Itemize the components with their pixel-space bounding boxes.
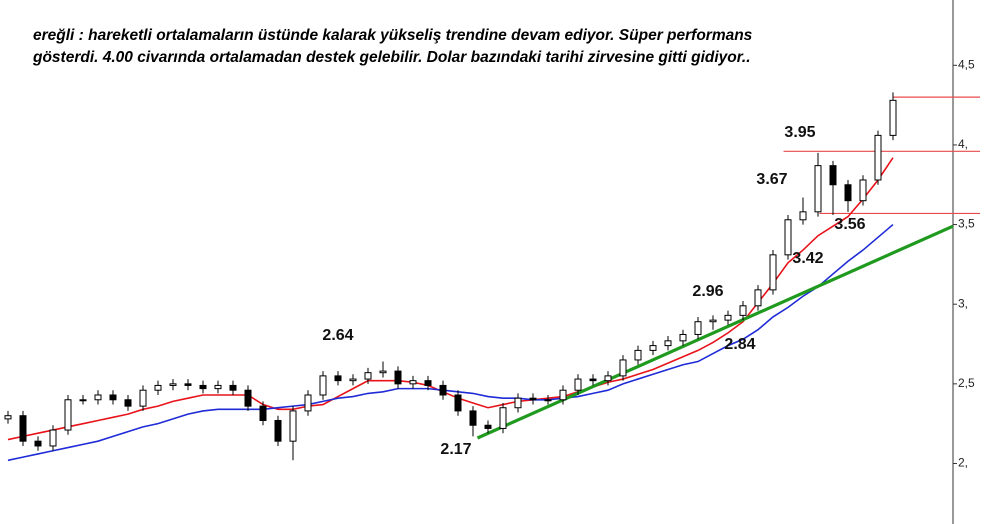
candle-body bbox=[334, 375, 342, 382]
candle-body bbox=[514, 397, 522, 409]
candle-body bbox=[574, 378, 582, 391]
annotation: 2.64 bbox=[322, 327, 353, 344]
candle-body bbox=[124, 399, 132, 407]
candle-body bbox=[109, 394, 117, 401]
y-tick-label: 3,5 bbox=[958, 217, 975, 231]
candle-body bbox=[874, 134, 882, 181]
candle-body bbox=[499, 407, 507, 429]
candle-body bbox=[619, 359, 627, 377]
candle-body bbox=[769, 254, 777, 291]
candle-body bbox=[154, 384, 162, 391]
y-tick-label: 3, bbox=[958, 296, 968, 310]
candle-body bbox=[799, 211, 807, 221]
candle-body bbox=[379, 370, 387, 374]
candle-body bbox=[364, 372, 372, 380]
candle-body bbox=[79, 399, 87, 402]
candle-body bbox=[394, 370, 402, 385]
y-tick-label: 4,5 bbox=[958, 57, 975, 71]
candle-body bbox=[544, 399, 552, 402]
candle-body bbox=[64, 399, 72, 431]
annotation: 3.42 bbox=[792, 250, 823, 267]
candle-body bbox=[634, 349, 642, 361]
candle-body bbox=[304, 394, 312, 412]
chart-title: ereğli : hareketli ortalamaların üstünde… bbox=[33, 27, 753, 44]
candle-body bbox=[484, 424, 492, 429]
candle-body bbox=[664, 340, 672, 347]
y-tick-label: 2,5 bbox=[958, 376, 975, 390]
candle-body bbox=[49, 429, 57, 447]
y-tick-label: 4, bbox=[958, 137, 968, 151]
candle-body bbox=[289, 410, 297, 442]
candle-body bbox=[754, 289, 762, 307]
candle-body bbox=[4, 415, 12, 420]
candle-body bbox=[859, 179, 867, 202]
candle-body bbox=[214, 384, 222, 390]
annotation: 2.96 bbox=[692, 283, 723, 300]
candle-body bbox=[229, 384, 237, 391]
candle-body bbox=[19, 415, 27, 442]
annotation: 3.56 bbox=[834, 216, 865, 233]
candle-body bbox=[424, 380, 432, 386]
candle-body bbox=[34, 440, 42, 447]
candle-body bbox=[649, 345, 657, 351]
candle-body bbox=[409, 380, 417, 385]
candle-body bbox=[694, 321, 702, 335]
candle-body bbox=[199, 384, 207, 390]
candle-body bbox=[94, 394, 102, 401]
candle-body bbox=[529, 397, 537, 401]
candle-body bbox=[709, 319, 717, 323]
candle-body bbox=[724, 314, 732, 321]
candle-body bbox=[679, 333, 687, 342]
candle-body bbox=[604, 375, 612, 382]
candle-body bbox=[169, 383, 177, 386]
candle-body bbox=[349, 378, 357, 382]
annotation: 2.17 bbox=[440, 441, 471, 458]
candle-body bbox=[739, 305, 747, 316]
candle-body bbox=[844, 184, 852, 202]
candle-body bbox=[589, 378, 597, 382]
annotation: 2.84 bbox=[724, 336, 755, 353]
annotation: 3.67 bbox=[756, 171, 787, 188]
candle-body bbox=[829, 165, 837, 186]
candle-body bbox=[439, 384, 447, 396]
candle-body bbox=[259, 405, 267, 421]
moving-average bbox=[7, 223, 894, 462]
candle-body bbox=[469, 410, 477, 426]
candle-body bbox=[454, 394, 462, 412]
candle-body bbox=[889, 99, 897, 136]
candle-body bbox=[784, 219, 792, 256]
candle-body bbox=[559, 389, 567, 401]
candle-body bbox=[139, 389, 147, 407]
annotation: 3.95 bbox=[784, 124, 815, 141]
candle-body bbox=[274, 419, 282, 442]
candle-body bbox=[319, 375, 327, 396]
trend-line bbox=[476, 224, 954, 440]
chart-title: gösterdi. 4.00 civarında ortalamadan des… bbox=[32, 49, 751, 66]
candle-body bbox=[184, 383, 192, 386]
candle-body bbox=[244, 389, 252, 407]
y-tick-label: 2, bbox=[958, 456, 968, 470]
candle-body bbox=[814, 165, 822, 213]
